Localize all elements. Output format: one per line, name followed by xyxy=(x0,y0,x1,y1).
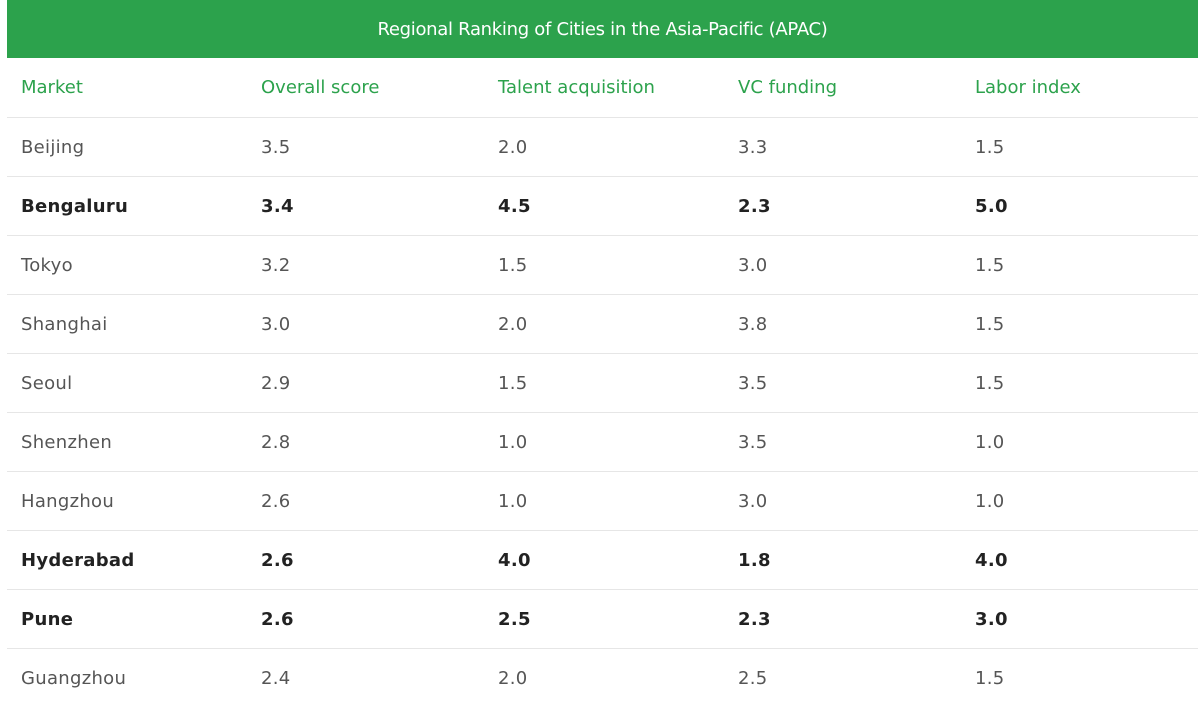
table-row: Shanghai 3.0 2.0 3.8 1.5 xyxy=(7,294,1198,354)
market-cell: Beijing xyxy=(7,117,247,177)
vc-funding-cell: 3.8 xyxy=(724,294,961,354)
vc-funding-cell: 3.3 xyxy=(724,117,961,177)
column-header-overall-score: Overall score xyxy=(247,58,484,118)
table-body: Beijing 3.5 2.0 3.3 1.5 Bengaluru 3.4 4.5 2.3 5.0… xyxy=(7,117,1198,703)
vc-funding-cell: 3.0 xyxy=(724,471,961,531)
table-row: Hyderabad 2.6 4.0 1.8 4.0 xyxy=(7,530,1198,590)
talent-acquisition-cell: 2.0 xyxy=(498,667,528,689)
labor-index-cell: 5.0 xyxy=(961,176,1198,236)
market-cell: Tokyo xyxy=(7,235,247,295)
labor-index-cell: 1.0 xyxy=(961,471,1198,531)
talent-acquisition-cell: 2.0 xyxy=(484,117,724,177)
talent-acquisition-cell: 4.5 xyxy=(484,176,724,236)
labor-index-cell: 1.5 xyxy=(961,353,1198,413)
overall-score-cell: 2.6 xyxy=(247,471,484,531)
overall-score-cell: 3.0 xyxy=(247,294,484,354)
column-header-vc-funding: VC funding xyxy=(724,58,961,118)
market-cell: Shenzhen xyxy=(7,412,247,472)
table-row: Guangzhou 2.4 2.0 2.5 1.5 xyxy=(7,649,1198,703)
column-header-labor-index: Labor index xyxy=(961,58,1198,118)
overall-score-cell: 3.2 xyxy=(247,235,484,295)
market-cell: Hyderabad xyxy=(7,530,247,590)
header-row: Market Overall score Talent acquisition … xyxy=(7,58,1198,118)
labor-index-cell: 1.5 xyxy=(961,235,1198,295)
table-row: Bengaluru 3.4 4.5 2.3 5.0 xyxy=(7,176,1198,236)
overall-score-cell: 3.4 xyxy=(247,176,484,236)
labor-index-cell: 1.5 xyxy=(975,667,1005,689)
labor-index-cell: 1.0 xyxy=(961,412,1198,472)
market-cell: Shanghai xyxy=(7,294,247,354)
talent-acquisition-cell: 1.0 xyxy=(484,471,724,531)
talent-acquisition-cell: 2.0 xyxy=(484,294,724,354)
table-row: Shenzhen 2.8 1.0 3.5 1.0 xyxy=(7,412,1198,472)
talent-acquisition-cell: 1.0 xyxy=(484,412,724,472)
vc-funding-cell: 1.8 xyxy=(724,530,961,590)
labor-index-cell: 1.5 xyxy=(961,117,1198,177)
column-header-market: Market xyxy=(7,58,247,118)
table-row: Tokyo 3.2 1.5 3.0 1.5 xyxy=(7,235,1198,295)
overall-score-cell: 2.6 xyxy=(247,530,484,590)
ranking-table: Market Overall score Talent acquisition … xyxy=(7,58,1198,703)
talent-acquisition-cell: 2.5 xyxy=(484,589,724,649)
vc-funding-cell: 3.5 xyxy=(724,353,961,413)
talent-acquisition-cell: 1.5 xyxy=(484,235,724,295)
table-row: Pune 2.6 2.5 2.3 3.0 xyxy=(7,589,1198,649)
overall-score-cell: 3.5 xyxy=(247,117,484,177)
market-cell: Pune xyxy=(7,589,247,649)
market-cell: Guangzhou xyxy=(21,667,127,689)
labor-index-cell: 3.0 xyxy=(961,589,1198,649)
vc-funding-cell: 2.5 xyxy=(738,667,768,689)
market-cell: Seoul xyxy=(7,353,247,413)
market-cell: Bengaluru xyxy=(7,176,247,236)
market-cell: Hangzhou xyxy=(7,471,247,531)
table-row: Seoul 2.9 1.5 3.5 1.5 xyxy=(7,353,1198,413)
labor-index-cell: 4.0 xyxy=(961,530,1198,590)
vc-funding-cell: 2.3 xyxy=(724,176,961,236)
vc-funding-cell: 3.0 xyxy=(724,235,961,295)
table-row: Beijing 3.5 2.0 3.3 1.5 xyxy=(7,117,1198,177)
column-header-talent-acquisition: Talent acquisition xyxy=(484,58,724,118)
overall-score-cell: 2.8 xyxy=(247,412,484,472)
vc-funding-cell: 3.5 xyxy=(724,412,961,472)
talent-acquisition-cell: 1.5 xyxy=(484,353,724,413)
talent-acquisition-cell: 4.0 xyxy=(484,530,724,590)
overall-score-cell: 2.4 xyxy=(261,667,291,689)
table-row: Hangzhou 2.6 1.0 3.0 1.0 xyxy=(7,471,1198,531)
table-title: Regional Ranking of Cities in the Asia-P… xyxy=(7,0,1198,58)
overall-score-cell: 2.9 xyxy=(247,353,484,413)
labor-index-cell: 1.5 xyxy=(961,294,1198,354)
overall-score-cell: 2.6 xyxy=(247,589,484,649)
vc-funding-cell: 2.3 xyxy=(724,589,961,649)
